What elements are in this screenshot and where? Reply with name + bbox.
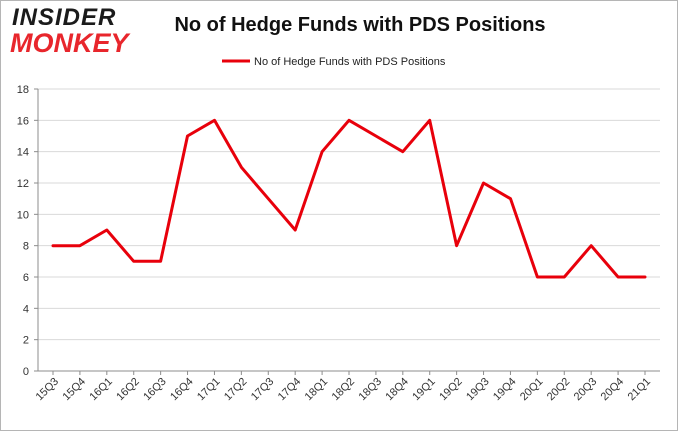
y-tick-label: 8 <box>23 241 29 253</box>
y-tick-label: 4 <box>23 303 29 315</box>
x-tick-label: 15Q4 <box>61 376 89 404</box>
y-tick-label: 16 <box>17 115 29 127</box>
x-tick-label: 20Q2 <box>545 376 573 404</box>
x-tick-labels: 15Q3 15Q4 16Q1 16Q2 16Q3 16Q4 17Q1 17Q2 17Q3 17Q4… <box>34 371 654 404</box>
series <box>51 118 647 279</box>
gridlines <box>34 88 660 372</box>
y-tick-label: 2 <box>23 335 29 347</box>
legend: No of Hedge Funds with PDS Positions <box>222 56 446 68</box>
x-tick-label: 20Q1 <box>518 376 546 404</box>
x-tick-label: 16Q3 <box>141 376 169 404</box>
x-tick-label: 19Q4 <box>491 376 519 404</box>
x-tick-label: 18Q3 <box>357 376 385 404</box>
y-tick-label: 18 <box>17 84 29 96</box>
series-line-pds <box>51 118 647 279</box>
x-tick-label: 16Q1 <box>87 376 115 404</box>
logo-text-insider: INSIDER <box>12 4 117 31</box>
x-tick-label: 18Q1 <box>303 376 331 404</box>
x-tick-label: 19Q3 <box>464 376 492 404</box>
x-tick-label: 20Q4 <box>599 376 627 404</box>
y-tick-label: 0 <box>23 366 29 378</box>
y-tick-labels: 0 2 4 6 8 10 12 14 16 18 <box>17 84 29 378</box>
x-tick-label: 16Q4 <box>168 376 196 404</box>
y-tick-label: 10 <box>17 209 29 221</box>
logo-text-monkey: MONKEY <box>10 28 129 58</box>
y-tick-label: 12 <box>17 178 29 190</box>
axes <box>37 89 660 372</box>
x-tick-label: 17Q1 <box>195 376 223 404</box>
chart-title: No of Hedge Funds with PDS Positions <box>174 14 546 36</box>
x-tick-label: 16Q2 <box>114 376 142 404</box>
y-tick-label: 6 <box>23 272 29 284</box>
x-tick-label: 19Q2 <box>437 376 465 404</box>
x-tick-label: 17Q3 <box>249 376 277 404</box>
y-tick-label: 14 <box>17 147 29 159</box>
x-tick-label: 20Q3 <box>572 376 600 404</box>
x-tick-label: 17Q4 <box>276 376 304 404</box>
insider-monkey-logo: INSIDER MONKEY <box>10 4 129 58</box>
legend-label: No of Hedge Funds with PDS Positions <box>254 56 446 68</box>
x-tick-label: 19Q1 <box>410 376 438 404</box>
x-tick-label: 15Q3 <box>34 376 62 404</box>
x-tick-label: 18Q4 <box>383 376 411 404</box>
x-tick-label: 21Q1 <box>626 376 654 404</box>
x-tick-label: 18Q2 <box>330 376 358 404</box>
x-tick-label: 17Q2 <box>222 376 250 404</box>
